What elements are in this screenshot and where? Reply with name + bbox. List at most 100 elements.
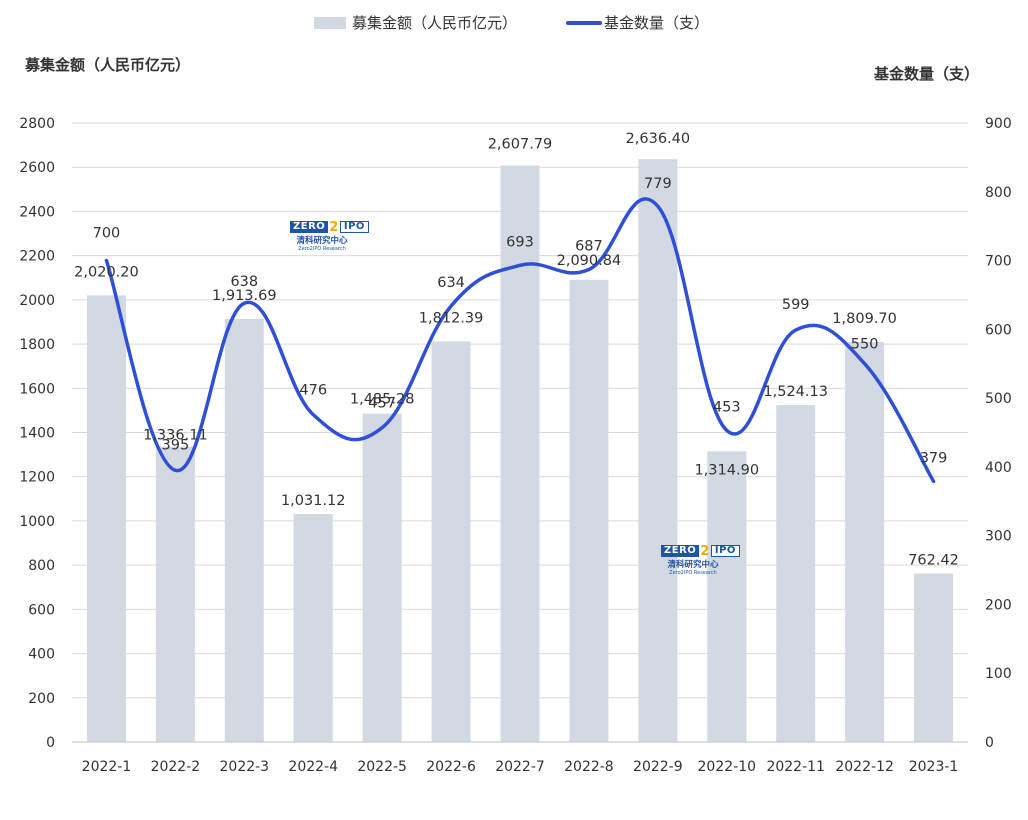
x-tick-label: 2022-11 (766, 759, 825, 775)
y-left-tick-label: 1200 (19, 470, 55, 486)
y-right-tick-label: 700 (985, 254, 1012, 270)
bar (86, 295, 126, 742)
data-labels: 2,020.20 1,336.11 1,913.69 1,031.12 1,485.28… (74, 131, 959, 568)
y-left-tick-label: 600 (28, 602, 55, 618)
watermark-cn-text: 清科研究中心 (296, 235, 348, 246)
legend-item-line: 基金数量（支） (566, 12, 709, 33)
legend-bar-swatch (314, 16, 346, 29)
y-right-tick-label: 400 (985, 460, 1012, 476)
bar-value-label: 1,524.13 (763, 384, 828, 400)
y-left-tick-label: 2600 (19, 160, 55, 176)
bar (155, 446, 195, 742)
x-tick-label: 2022-5 (357, 759, 407, 775)
x-tick-label: 2022-8 (564, 759, 614, 775)
y-right-tick-label: 600 (985, 322, 1012, 338)
line-point (381, 427, 383, 429)
legend-bar-label: 募集金额（人民币亿元） (352, 14, 518, 32)
y-left-tick-label: 1400 (19, 426, 55, 442)
line-point (657, 205, 659, 207)
line-point (450, 305, 452, 307)
watermark-logo: ZERO 2 IPO 清科研究中心 Zero2IPO Research (661, 540, 740, 576)
bar (776, 405, 816, 742)
line-point (519, 264, 521, 266)
zero2ipo-logo-icon: ZERO 2 IPO (661, 545, 740, 558)
bar (362, 413, 402, 742)
line-value-label: 395 (162, 437, 190, 453)
line-series (104, 197, 936, 484)
y-left-tick-label: 0 (46, 735, 55, 751)
y-right-tick-label: 200 (985, 597, 1012, 613)
bar-series (86, 159, 954, 743)
bar-value-label: 1,314.90 (694, 462, 759, 478)
watermark-en-text: Zero2IPO Research (298, 246, 346, 252)
x-tick-label: 2022-4 (288, 759, 338, 775)
line-value-label: 779 (644, 176, 672, 192)
bar-value-label: 1,812.39 (419, 310, 484, 326)
bar (845, 341, 885, 742)
y-left-tick-label: 400 (28, 647, 55, 663)
x-tick-label: 2022-9 (633, 759, 683, 775)
y-right-tick-label: 100 (985, 666, 1012, 682)
watermark-cn-text: 清科研究中心 (667, 559, 719, 570)
legend-line-label: 基金数量（支） (604, 14, 710, 32)
bar (707, 451, 747, 742)
line-point (105, 260, 107, 262)
legend-item-bar: 募集金额（人民币亿元） (314, 12, 517, 33)
line-point (795, 329, 797, 331)
line-point (726, 429, 728, 431)
y-left-tick-label: 2800 (19, 116, 55, 132)
line-value-label: 700 (93, 226, 121, 242)
bar-value-label: 1,336.11 (143, 428, 208, 444)
line-point (243, 302, 245, 304)
y-left-tick-label: 1600 (19, 381, 55, 397)
line-value-label: 550 (851, 337, 879, 353)
line-value-label: 693 (506, 234, 534, 250)
bar (224, 318, 264, 742)
line-point (312, 414, 314, 416)
line-value-label: 457 (368, 396, 396, 412)
bar (569, 279, 609, 742)
x-tick-label: 2022-10 (698, 759, 757, 775)
x-tick-label: 2022-1 (82, 759, 132, 775)
line-value-label: 379 (920, 450, 948, 466)
watermark-logo: ZERO 2 IPO 清科研究中心 Zero2IPO Research (290, 216, 369, 252)
bar-value-label: 2,090.84 (557, 253, 622, 269)
bar (638, 159, 678, 742)
y-left-tick-label: 800 (28, 558, 55, 574)
y-right-tick-label: 500 (985, 391, 1012, 407)
line-value-label: 638 (230, 274, 258, 290)
legend: 募集金额（人民币亿元） 基金数量（支） (0, 12, 1028, 36)
bar (293, 514, 333, 742)
bar (500, 165, 540, 743)
line-point (864, 363, 866, 365)
bar (431, 341, 471, 742)
y-right-tick-label: 800 (985, 185, 1012, 201)
bar-value-label: 1,031.12 (281, 493, 346, 509)
line-point (174, 469, 176, 471)
y-right-tick-label: 300 (985, 529, 1012, 545)
zero2ipo-logo-icon: ZERO 2 IPO (290, 221, 369, 234)
bar-value-label: 1,485.28 (350, 392, 415, 408)
bar-value-label: 1,913.69 (212, 288, 277, 304)
left-axis-title: 募集金额（人民币亿元） (25, 56, 191, 74)
y-right-tick-label: 0 (985, 735, 994, 751)
line-point (933, 480, 935, 482)
x-tick-label: 2022-2 (151, 759, 201, 775)
bar-value-label: 2,636.40 (626, 131, 691, 147)
y-left-tick-label: 1800 (19, 337, 55, 353)
line-value-label: 687 (575, 238, 603, 254)
x-tick-label: 2022-12 (835, 759, 894, 775)
line-value-label: 476 (299, 383, 327, 399)
bar-value-label: 2,607.79 (488, 136, 553, 152)
legend-line-swatch (566, 20, 602, 25)
line-value-label: 634 (437, 275, 465, 291)
y-left-tick-label: 200 (28, 691, 55, 707)
bar-value-label: 2,020.20 (74, 264, 139, 280)
line-point (588, 268, 590, 270)
axes: 0200400600800100012001400160018002000220… (19, 116, 1011, 775)
x-tick-label: 2022-7 (495, 759, 545, 775)
x-tick-label: 2023-1 (909, 759, 959, 775)
bar-value-label: 762.42 (908, 552, 959, 568)
